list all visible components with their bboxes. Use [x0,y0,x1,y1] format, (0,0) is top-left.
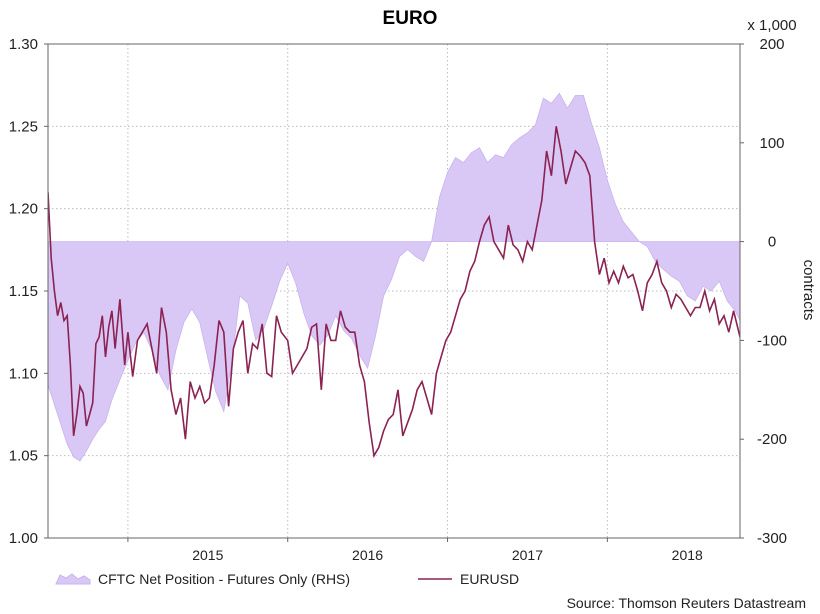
right-tick-label: 0 [768,234,776,251]
series-line-eurusd [48,126,740,459]
right-tick-label: -100 [757,332,787,349]
legend-swatch-cftc [55,573,91,585]
x-tick-label: 2018 [672,547,703,563]
left-tick-label: 1.30 [9,36,38,53]
left-tick-label: 1.00 [9,530,38,547]
x-tick-label: 2015 [192,547,223,563]
x-tick-label: 2017 [512,547,543,563]
left-tick-label: 1.15 [9,283,38,300]
legend-label-cftc: CFTC Net Position - Futures Only (RHS) [98,571,350,587]
legend-label-eurusd: EURUSD [460,571,519,587]
right-tick-label: 100 [759,135,784,152]
right-tick-label: 200 [759,36,784,53]
right-tick-label: -300 [757,530,787,547]
source-note: Source: Thomson Reuters Datastream [567,595,806,611]
left-tick-label: 1.10 [9,365,38,382]
left-tick-label: 1.05 [9,448,38,465]
x-tick-label: 2016 [352,547,383,563]
series-area-cftc [48,92,740,462]
legend: CFTC Net Position - Futures Only (RHS) E… [55,571,519,587]
right-axis-unit: x 1,000 [747,17,796,34]
right-tick-label: -200 [757,431,787,448]
left-tick-label: 1.25 [9,118,38,135]
left-tick-label: 1.20 [9,201,38,218]
right-axis-label: contracts [800,260,817,321]
chart-title: EURO [383,8,438,29]
